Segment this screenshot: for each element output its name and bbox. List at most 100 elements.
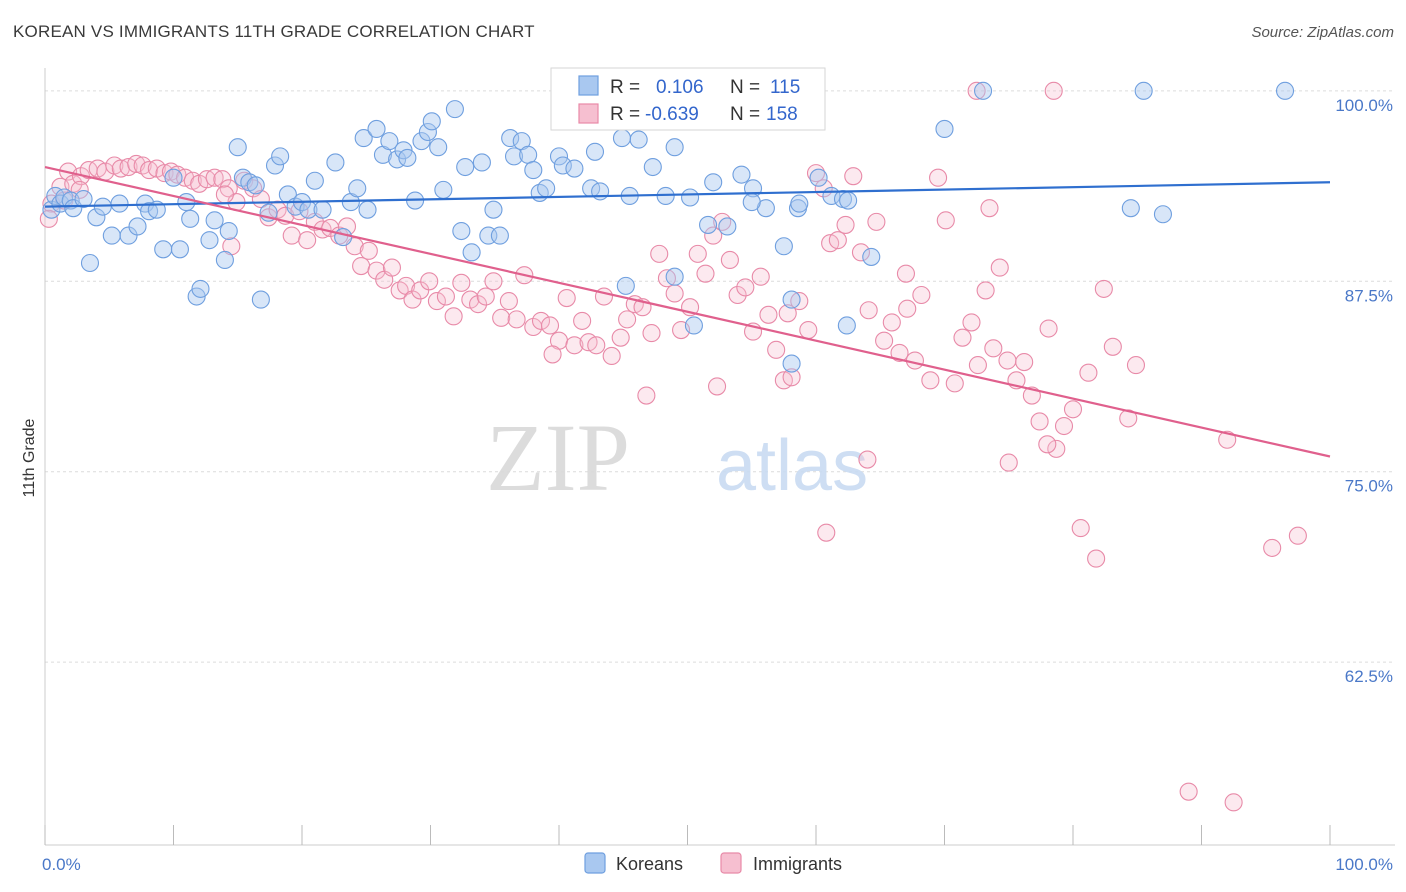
koreans-point-10 [102, 226, 121, 245]
koreans-point-40 [305, 171, 324, 190]
immigrants-point-79 [650, 244, 669, 263]
immigrants-point-154 [1288, 526, 1307, 545]
immigrants-point-130 [1047, 439, 1066, 458]
immigrants-point-105 [851, 243, 871, 262]
immigrants-point-110 [890, 343, 909, 362]
immigrants-point-90 [736, 278, 755, 297]
immigrants-point-78 [642, 324, 661, 343]
koreans-point-109 [1153, 205, 1172, 224]
immigrants-point-71 [587, 336, 606, 355]
koreans-point-15 [140, 202, 159, 221]
koreans-point-77 [565, 159, 584, 178]
immigrants-point-50 [420, 272, 439, 291]
immigrants-point-136 [1094, 279, 1113, 298]
koreans-point-66 [484, 200, 503, 219]
immigrants-point-128 [1030, 412, 1049, 431]
immigrants-point-138 [1119, 409, 1138, 428]
koreans-point-98 [782, 354, 801, 373]
koreans-point-92 [718, 217, 737, 236]
immigrants-point-57 [476, 287, 495, 306]
immigrants-point-137 [1103, 337, 1122, 356]
koreans-point-19 [170, 240, 189, 259]
immigrants-point-139 [1126, 356, 1146, 375]
koreans-point-67 [490, 226, 509, 245]
immigrants-point-124 [998, 351, 1017, 370]
koreans-point-46 [354, 129, 373, 148]
immigrants-trend-line [44, 165, 1331, 458]
immigrants-point-89 [728, 285, 747, 305]
immigrants-point-135 [1087, 549, 1106, 568]
koreans-point-72 [524, 161, 543, 180]
koreans-point-47 [358, 200, 377, 219]
series-legend: Koreans Immigrants [584, 852, 842, 874]
koreans-point-11 [110, 194, 129, 213]
immigrants-point-68 [565, 336, 584, 355]
watermark-zip: ZIP [486, 404, 630, 511]
immigrants-point-116 [936, 211, 955, 230]
koreans-point-114 [742, 193, 761, 212]
koreans-point-76 [553, 156, 572, 175]
y-tick-label-1: 75.0% [1345, 477, 1393, 496]
immigrants-point-155 [817, 523, 836, 542]
immigrants-r-label: R = [610, 104, 640, 125]
immigrants-point-161 [1224, 793, 1243, 812]
immigrants-r-value: -0.639 [645, 104, 699, 125]
immigrants-point-59 [492, 308, 511, 327]
immigrants-point-73 [602, 346, 621, 365]
immigrants-points [39, 81, 1307, 812]
koreans-point-104 [837, 316, 856, 335]
koreans-point-79 [585, 142, 605, 161]
immigrants-point-113 [912, 285, 931, 305]
immigrants-point-134 [1079, 363, 1098, 382]
immigrants-point-84 [688, 244, 707, 263]
koreans-point-25 [205, 211, 224, 230]
koreans-point-69 [504, 147, 524, 166]
immigrants-point-107 [867, 212, 886, 231]
koreans-r-value: 0.106 [656, 77, 704, 98]
koreans-points [42, 81, 1295, 373]
immigrants-point-111 [898, 299, 917, 318]
koreans-point-48 [367, 119, 386, 138]
immigrants-point-13 [140, 161, 159, 180]
immigrants-point-75 [618, 310, 637, 329]
immigrants-swatch [720, 852, 742, 874]
koreans-point-7 [80, 253, 100, 273]
koreans-point-34 [265, 156, 285, 175]
immigrants-point-97 [790, 292, 809, 311]
immigrants-point-157 [858, 450, 877, 469]
immigrants-point-118 [953, 328, 972, 347]
immigrants-point-94 [767, 340, 786, 359]
koreans-point-84 [643, 157, 662, 177]
immigrants-point-34 [298, 231, 317, 250]
koreans-point-32 [251, 290, 270, 309]
y-tick-label-2: 87.5% [1345, 286, 1393, 305]
immigrants-point-148 [896, 264, 916, 283]
watermark-atlas: atlas [716, 426, 868, 506]
koreans-point-106 [935, 119, 954, 138]
immigrants-point-153 [1218, 430, 1237, 449]
immigrants-point-46 [390, 281, 409, 300]
y-tick-labels: 62.5% 75.0% 87.5% 100.0% [1335, 96, 1393, 686]
immigrants-point-98 [799, 320, 818, 340]
immigrants-point-129 [1039, 319, 1058, 338]
immigrants-point-45 [382, 258, 402, 277]
koreans-trend-line [44, 181, 1331, 208]
koreans-legend-label: Koreans [616, 854, 683, 874]
koreans-point-63 [462, 243, 481, 262]
stats-legend: R = 0.106 N = 115 R = -0.639 N = 158 [550, 67, 826, 131]
koreans-point-87 [665, 138, 684, 157]
koreans-point-105 [862, 247, 881, 266]
immigrants-point-42 [359, 241, 378, 260]
immigrants-point-60 [499, 292, 518, 311]
koreans-point-97 [782, 290, 801, 309]
immigrants-point-23 [213, 170, 232, 189]
koreans-point-93 [732, 165, 751, 184]
immigrants-point-102 [828, 231, 847, 250]
koreans-point-5 [64, 199, 83, 218]
koreans-point-28 [228, 138, 247, 157]
immigrants-point-65 [540, 316, 560, 335]
axes [44, 68, 1395, 846]
immigrants-point-158 [1044, 81, 1063, 100]
koreans-point-6 [74, 189, 93, 209]
immigrants-point-12 [133, 156, 152, 175]
